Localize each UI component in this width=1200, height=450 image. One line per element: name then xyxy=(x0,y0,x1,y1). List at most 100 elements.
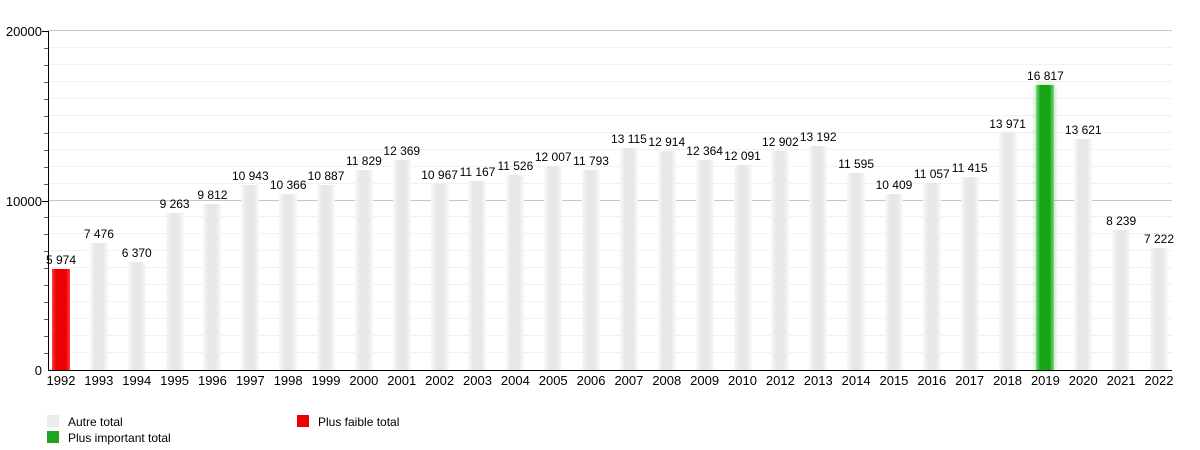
value-label-2012: 12 902 xyxy=(762,135,799,150)
bar-2015 xyxy=(884,193,903,370)
legend: Autre total Plus faible total Plus impor… xyxy=(0,411,1200,447)
legend-label: Plus faible total xyxy=(318,415,400,429)
gridline-minor xyxy=(48,182,1172,184)
gridline-minor xyxy=(48,233,1172,235)
value-label-1993: 7 476 xyxy=(83,227,114,242)
gridline-minor xyxy=(48,216,1172,218)
x-label-1996: 1996 xyxy=(197,373,227,388)
value-label-2000: 11 829 xyxy=(345,153,382,168)
bar-1996 xyxy=(203,203,222,370)
bar-2002 xyxy=(430,184,449,370)
value-label-2004: 11 526 xyxy=(497,158,534,173)
gridline-minor xyxy=(48,63,1172,65)
x-label-1993: 1993 xyxy=(84,373,114,388)
x-label-2019: 2019 xyxy=(1030,373,1060,388)
x-label-2005: 2005 xyxy=(538,373,568,388)
value-label-2018: 13 971 xyxy=(989,117,1026,132)
value-label-2017: 11 415 xyxy=(951,160,988,175)
bar-1998 xyxy=(279,194,298,370)
x-label-1998: 1998 xyxy=(273,373,303,388)
bar-2005 xyxy=(544,166,563,370)
bar-1997 xyxy=(241,184,260,370)
value-label-2016: 11 057 xyxy=(913,166,950,181)
value-label-2006: 11 793 xyxy=(573,154,609,169)
x-label-2020: 2020 xyxy=(1068,373,1098,388)
x-label-2007: 2007 xyxy=(614,373,644,388)
bar-2021 xyxy=(1112,230,1131,370)
y-axis-tick xyxy=(44,319,48,321)
gridline-minor xyxy=(48,80,1172,82)
x-label-2009: 2009 xyxy=(690,373,720,388)
x-label-2015: 2015 xyxy=(879,373,909,388)
y-axis-tick xyxy=(44,149,48,151)
y-axis-tick xyxy=(44,47,48,49)
value-label-1994: 6 370 xyxy=(121,246,152,261)
x-label-2022: 2022 xyxy=(1144,373,1174,388)
bar-2004 xyxy=(506,174,525,370)
x-label-2012: 2012 xyxy=(765,373,795,388)
value-label-2013: 13 192 xyxy=(799,130,837,145)
legend-swatch-gray xyxy=(47,415,59,427)
x-label-2002: 2002 xyxy=(425,373,455,388)
gridline-major xyxy=(48,30,1172,31)
bar-1995 xyxy=(165,213,184,370)
y-axis-tick xyxy=(44,98,48,100)
value-label-2007: 13 115 xyxy=(611,131,647,146)
x-label-1994: 1994 xyxy=(122,373,152,388)
bar-2003 xyxy=(468,180,487,370)
x-label-2006: 2006 xyxy=(576,373,606,388)
value-label-2015: 10 409 xyxy=(875,177,913,192)
x-label-1997: 1997 xyxy=(235,373,265,388)
x-label-2004: 2004 xyxy=(500,373,530,388)
y-axis-tick xyxy=(44,166,48,168)
gridline-minor xyxy=(48,352,1172,354)
value-label-2005: 12 007 xyxy=(534,150,572,165)
bar-1992 xyxy=(52,268,70,370)
y-axis-tick xyxy=(42,31,48,32)
y-axis-tick xyxy=(44,302,48,304)
y-axis-tick xyxy=(44,234,48,236)
plot-area: 5 974 7 476 6 370 9 263 9 812 10 943 10 366 10 … xyxy=(46,30,1174,370)
value-label-2021: 8 239 xyxy=(1106,214,1137,229)
value-label-2001: 12 369 xyxy=(383,144,421,159)
y-axis-tick xyxy=(44,132,48,134)
bar-1999 xyxy=(317,185,336,370)
y-axis-tick xyxy=(44,115,48,117)
bar-2020 xyxy=(1074,139,1093,370)
gridline-minor xyxy=(48,131,1172,133)
bar-2000 xyxy=(354,169,373,370)
value-label-1996: 9 812 xyxy=(197,187,228,202)
x-label-2017: 2017 xyxy=(955,373,985,388)
bar-2013 xyxy=(809,146,828,370)
y-axis-tick xyxy=(44,183,48,185)
x-label-2001: 2001 xyxy=(387,373,417,388)
x-label-2000: 2000 xyxy=(349,373,379,388)
gridline-minor xyxy=(48,165,1172,167)
x-label-2016: 2016 xyxy=(917,373,947,388)
y-axis-tick xyxy=(44,353,48,355)
bar-2001 xyxy=(392,160,411,370)
bar-1993 xyxy=(89,243,108,370)
value-label-2019: 16 817 xyxy=(1027,68,1064,83)
gridline-minor xyxy=(48,250,1172,252)
gridline-minor xyxy=(48,114,1172,116)
value-label-2020: 13 621 xyxy=(1064,123,1102,138)
value-label-2022: 7 222 xyxy=(1143,231,1175,246)
gridline-minor xyxy=(48,301,1172,303)
y-tick-label: 0 xyxy=(34,363,42,378)
bar-2014 xyxy=(847,173,866,370)
bar-2008 xyxy=(657,151,676,370)
value-label-2008: 12 914 xyxy=(648,135,686,150)
gridline-major xyxy=(48,199,1172,201)
gridline-minor xyxy=(48,97,1172,99)
y-axis-tick xyxy=(44,285,48,287)
gridline-minor xyxy=(48,284,1172,286)
bar-2018 xyxy=(998,133,1017,370)
gridline-minor xyxy=(48,148,1172,150)
value-label-2002: 10 967 xyxy=(421,168,458,183)
value-label-2009: 12 364 xyxy=(686,144,723,159)
bar-2022 xyxy=(1150,247,1168,370)
value-label-1999: 10 887 xyxy=(307,169,345,184)
legend-swatch-red xyxy=(297,415,309,427)
